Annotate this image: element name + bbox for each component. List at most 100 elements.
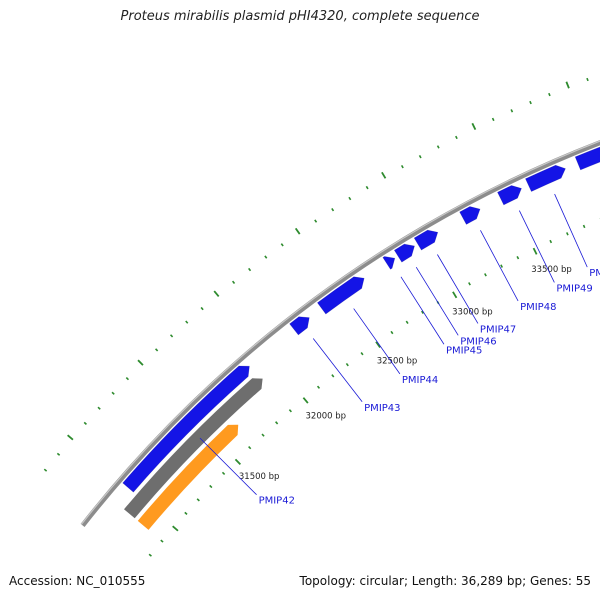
gene-label-pmip42: PMIP42 xyxy=(259,496,295,507)
inner-minor-tick xyxy=(566,232,569,236)
inner-minor-tick xyxy=(316,385,321,389)
gene-leader-line xyxy=(199,437,257,495)
inner-major-tick xyxy=(172,525,179,532)
inner-minor-tick xyxy=(160,539,164,543)
gene-pmip49 xyxy=(497,185,522,206)
gene-label-pmip46: PMIP46 xyxy=(460,336,496,347)
gene-pmip45 xyxy=(382,256,396,270)
inner-major-tick xyxy=(234,458,242,465)
inner-minor-tick xyxy=(421,310,424,314)
outer-minor-tick xyxy=(154,348,159,352)
inner-minor-tick xyxy=(516,255,520,260)
outer-major-tick xyxy=(565,81,570,89)
gene-label-pmip44: PMIP44 xyxy=(402,375,438,386)
scale-label: 32000 bp xyxy=(306,412,347,422)
outer-minor-tick xyxy=(43,468,48,472)
outer-minor-tick xyxy=(125,376,130,381)
outer-minor-tick xyxy=(280,243,284,247)
gene-pmip48 xyxy=(459,206,481,225)
inner-major-tick xyxy=(452,291,458,299)
inner-minor-tick xyxy=(148,553,152,557)
outer-minor-tick xyxy=(314,219,318,223)
outer-minor-tick xyxy=(56,452,61,456)
accession-text: Accession: NC_010555 xyxy=(9,574,146,588)
label-layer: 31500 bp 32000 bp 32500 bp 33000 bp 33500 bp… xyxy=(199,193,600,507)
inner-minor-tick xyxy=(405,320,409,324)
gene-pmip43 xyxy=(289,316,310,336)
gene-pmip46 xyxy=(393,243,415,263)
inner-major-tick xyxy=(375,341,381,348)
inner-minor-tick xyxy=(582,224,586,229)
inner-minor-tick xyxy=(500,264,503,268)
outer-minor-tick xyxy=(97,406,101,410)
gene-pmip42 xyxy=(122,365,250,493)
gene-leader-line xyxy=(480,230,519,302)
outer-minor-tick xyxy=(529,100,532,105)
outer-major-tick xyxy=(137,359,144,366)
outer-minor-tick xyxy=(185,320,189,324)
map-title: Proteus mirabilis plasmid pHI4320, compl… xyxy=(120,9,480,24)
inner-minor-tick xyxy=(288,409,292,413)
gene-pmip51 xyxy=(574,146,600,171)
inner-major-tick xyxy=(532,247,538,255)
outer-minor-tick xyxy=(418,154,422,159)
outer-minor-tick xyxy=(331,207,335,212)
inner-minor-tick xyxy=(275,421,279,425)
inner-major-tick xyxy=(302,397,309,404)
gene-leader-line xyxy=(353,308,401,375)
outer-minor-tick xyxy=(548,92,551,97)
outer-minor-tick xyxy=(491,117,495,122)
gene-leader-line xyxy=(312,338,363,403)
gene-label-pmip48: PMIP48 xyxy=(520,302,556,313)
gene-pmip44 xyxy=(317,276,365,315)
inner-minor-tick xyxy=(331,374,335,378)
sequence-backbone xyxy=(80,140,600,527)
gene-leader-line xyxy=(554,193,588,268)
outer-minor-tick xyxy=(200,306,204,311)
backbone-highlight xyxy=(80,140,600,525)
inner-minor-tick xyxy=(549,239,553,244)
outer-minor-tick xyxy=(455,135,458,140)
gene-leader-line xyxy=(437,254,479,324)
outer-minor-tick xyxy=(436,145,440,149)
gene-label-pmip43: PMIP43 xyxy=(364,403,400,414)
outer-major-tick xyxy=(294,227,301,235)
inner-minor-tick xyxy=(196,498,200,502)
outer-minor-tick xyxy=(400,164,404,169)
outer-major-tick xyxy=(67,434,74,441)
gene-leader-line xyxy=(415,267,459,336)
outer-minor-tick xyxy=(348,196,352,201)
inner-minor-tick xyxy=(390,330,394,335)
gene-pmip47 xyxy=(413,229,439,251)
inner-minor-tick xyxy=(468,282,471,286)
gene-label-pmip50: PMIP50 xyxy=(589,268,600,279)
gene-gray-feature xyxy=(124,378,263,519)
outer-minor-tick xyxy=(510,109,514,113)
outer-minor-tick xyxy=(111,391,115,395)
outer-minor-tick xyxy=(83,421,87,425)
scale-label: 33500 bp xyxy=(531,265,572,275)
outer-major-tick xyxy=(213,290,220,298)
outer-minor-tick xyxy=(586,77,589,82)
inner-minor-tick xyxy=(360,352,364,356)
outer-major-tick xyxy=(381,171,387,179)
gene-label-pmip49: PMIP49 xyxy=(556,283,592,294)
outer-major-tick xyxy=(471,122,477,131)
gene-pmip50 xyxy=(525,164,566,192)
inner-minor-tick xyxy=(248,446,252,450)
outer-minor-tick xyxy=(365,185,369,190)
sequence-summary: Topology: circular; Length: 36,289 bp; G… xyxy=(299,574,591,588)
outer-tick-ring xyxy=(43,77,589,472)
gene-label-pmip47: PMIP47 xyxy=(480,324,516,335)
inner-minor-tick xyxy=(345,362,349,367)
inner-minor-tick xyxy=(209,484,213,489)
inner-minor-tick xyxy=(184,511,188,516)
scale-label: 33000 bp xyxy=(452,308,493,318)
outer-minor-tick xyxy=(248,267,252,272)
scale-label: 31500 bp xyxy=(239,472,280,482)
gene-label-pmip45: PMIP45 xyxy=(446,345,482,356)
gene-leader-line xyxy=(518,210,555,283)
outer-minor-tick xyxy=(169,334,174,338)
inner-tick-ring xyxy=(148,218,600,557)
